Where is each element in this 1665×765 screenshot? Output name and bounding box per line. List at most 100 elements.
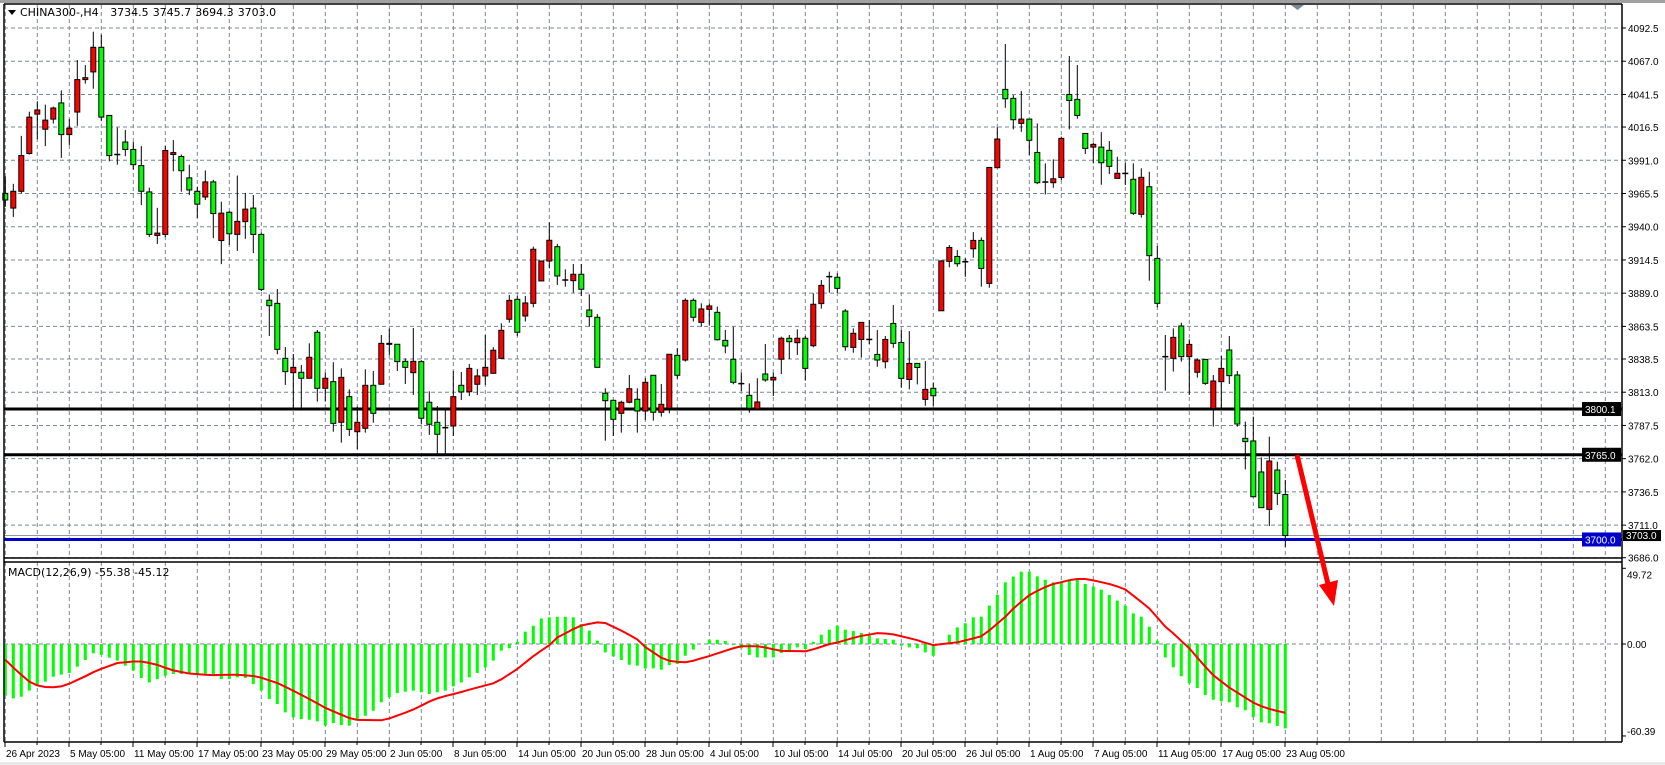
candle-body — [426, 401, 433, 425]
candle — [682, 298, 689, 362]
candle — [298, 364, 305, 411]
window-bottom-bar — [0, 762, 1665, 765]
candle — [1018, 91, 1025, 132]
high-value: 3745.7 — [152, 6, 192, 19]
candle-body — [218, 212, 225, 242]
candle-body — [722, 339, 729, 347]
candle — [346, 389, 353, 437]
candle-body — [186, 177, 193, 191]
candle — [722, 329, 729, 354]
candle — [898, 330, 905, 388]
candle — [906, 331, 913, 390]
price-label: 3940.0 — [1628, 223, 1659, 234]
candle-body — [1170, 336, 1177, 359]
candle-body — [530, 248, 537, 304]
price-label: 4041.5 — [1628, 90, 1659, 101]
candle-body — [258, 233, 265, 290]
triangle-down-icon[interactable] — [8, 10, 16, 15]
macd-label: MACD(12,26,9) — [8, 566, 92, 579]
candle — [802, 335, 809, 381]
candle-body — [570, 273, 577, 282]
candle — [610, 399, 617, 437]
candle — [1266, 436, 1273, 527]
candle — [66, 119, 73, 146]
candle — [1210, 375, 1217, 427]
candle-body — [314, 331, 321, 389]
candle — [426, 391, 433, 435]
candle-body — [338, 376, 345, 423]
candle — [978, 237, 985, 287]
candle — [26, 111, 33, 155]
candle-body — [986, 166, 993, 284]
candle — [1154, 246, 1161, 308]
candle-body — [10, 190, 17, 209]
candle-body — [506, 299, 513, 320]
candle — [810, 293, 817, 348]
candle — [386, 328, 393, 355]
candle-body — [906, 362, 913, 380]
candle-body — [202, 181, 209, 198]
candle — [434, 406, 441, 454]
price-label: 3762.0 — [1628, 455, 1659, 466]
candle-body — [1234, 374, 1241, 425]
candle-body — [818, 284, 825, 305]
candle-body — [1242, 437, 1249, 443]
candle-body — [1058, 137, 1065, 178]
candle-body — [178, 155, 185, 172]
candle-body — [346, 396, 353, 430]
candle-body — [794, 337, 801, 344]
candle-body — [1258, 471, 1265, 509]
candle — [122, 129, 129, 157]
candle-body — [458, 384, 465, 393]
price-label: 3711.0 — [1628, 521, 1658, 532]
candle — [138, 146, 145, 206]
candle-body — [890, 322, 897, 344]
candle-body — [1178, 325, 1185, 358]
candle — [866, 320, 873, 345]
level-price-label: 3700.0 — [1585, 535, 1616, 546]
horizontal-levels[interactable] — [4, 407, 1622, 541]
candle — [402, 358, 409, 385]
candle — [578, 263, 585, 296]
level-price-label: 3765.0 — [1585, 451, 1616, 462]
time-label: 23 May 05:00 — [262, 749, 323, 760]
candle — [794, 329, 801, 355]
candle-body — [1090, 143, 1097, 148]
candle-body — [938, 260, 945, 312]
chart-shift-marker-icon[interactable] — [1291, 5, 1304, 10]
candle-body — [354, 421, 361, 433]
candle — [970, 232, 977, 258]
candle — [538, 260, 545, 282]
time-axis: 26 Apr 2023 5 May 05:00 11 May 05:00 17 May… — [0, 742, 1665, 765]
candle-body — [490, 349, 497, 374]
candle-body — [170, 152, 177, 156]
candle — [1074, 65, 1081, 119]
candle — [554, 243, 561, 285]
candle — [458, 372, 465, 401]
price-label: 3965.5 — [1628, 189, 1659, 200]
candle — [498, 323, 505, 359]
candle — [410, 327, 417, 395]
candle — [506, 295, 513, 323]
candles — [2, 31, 1289, 547]
candle — [306, 343, 313, 379]
candle-body — [706, 305, 713, 310]
candle — [658, 384, 665, 417]
candle-body — [1282, 494, 1289, 537]
candle-body — [282, 357, 289, 373]
candle-body — [994, 138, 1001, 169]
candle — [786, 335, 793, 359]
level-price-tag — [1582, 532, 1621, 547]
candle-body — [810, 303, 817, 347]
candle — [1098, 132, 1105, 185]
candle-body — [394, 343, 401, 363]
candle-body — [1050, 178, 1057, 184]
candle-body — [586, 309, 593, 318]
candle-body — [770, 376, 777, 381]
price-label: 4016.5 — [1628, 123, 1659, 134]
candle-body — [266, 299, 273, 307]
candle-body — [578, 273, 585, 290]
candle — [210, 179, 217, 239]
candle — [1058, 136, 1065, 181]
